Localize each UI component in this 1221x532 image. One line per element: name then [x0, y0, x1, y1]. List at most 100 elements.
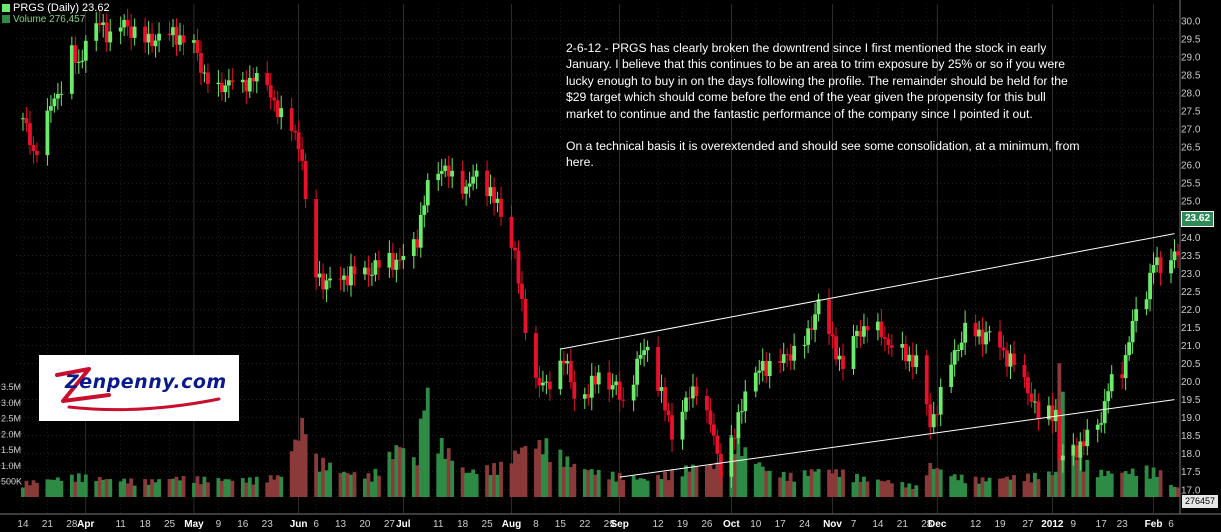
date-axis: 14 21 28 Apr 11 18 25 May 9 16 23 Jun 6 13 20 27 Jul 11 18… — [17, 519, 1174, 530]
chart-title: PRGS (Daily) 23.62 — [2, 2, 110, 14]
volume-bar — [275, 475, 280, 497]
volume-bar — [146, 484, 151, 497]
candle-body — [1109, 374, 1114, 392]
candle-body — [813, 314, 817, 330]
volume-bar — [589, 469, 594, 497]
candle-body — [181, 35, 186, 43]
candle-body — [436, 173, 441, 181]
price-tick-label: 17.0 — [1181, 485, 1201, 496]
candle-body — [516, 250, 521, 284]
candle-body — [492, 187, 496, 203]
candle-body — [377, 260, 381, 268]
volume-bar — [69, 474, 74, 497]
candle-body — [708, 410, 713, 425]
volume-bar — [596, 469, 601, 497]
price-tick-label: 19.0 — [1181, 413, 1201, 424]
price-tick-label: 22.5 — [1181, 287, 1201, 298]
volume-bar — [31, 480, 36, 497]
candle-body — [1074, 445, 1079, 458]
price-tick-label: 26.5 — [1181, 143, 1201, 154]
date-tick-label: 28 — [921, 519, 933, 530]
candle-body — [338, 278, 343, 280]
candle-body — [1095, 424, 1100, 430]
candle-body — [195, 40, 200, 54]
date-tick-label: Feb — [1145, 519, 1163, 530]
volume-bar — [317, 471, 322, 497]
volume-bar — [659, 479, 664, 497]
candle-body — [841, 355, 845, 369]
candle-body — [956, 350, 961, 352]
volume-bar — [265, 482, 270, 497]
volume-bar — [875, 479, 880, 497]
date-tick-label: Oct — [723, 519, 740, 530]
volume-bar — [425, 387, 430, 497]
volume-bar — [171, 478, 175, 497]
volume-bar — [492, 463, 496, 497]
price-tick-label: 29.5 — [1181, 34, 1201, 45]
candle-body — [882, 337, 887, 339]
candle-body — [199, 53, 203, 73]
volume-bar — [342, 471, 346, 497]
candle-body — [415, 239, 420, 248]
candle-body — [785, 354, 790, 356]
volume-bar — [963, 483, 968, 497]
candle-body — [52, 98, 57, 107]
candle-body — [886, 338, 891, 346]
date-tick-label: 19 — [994, 519, 1006, 530]
volume-bar — [132, 485, 137, 497]
candle-body — [963, 322, 968, 343]
volume-bar — [450, 460, 455, 497]
candle-body — [171, 27, 175, 36]
candle-body — [1123, 355, 1128, 379]
volume-bar — [1033, 472, 1037, 497]
candle-body — [251, 77, 256, 82]
candle-body — [275, 100, 280, 118]
volume-bar — [324, 470, 329, 497]
price-tick-label: 20.0 — [1181, 377, 1201, 388]
volume-bar — [181, 476, 186, 497]
candle-body — [69, 45, 74, 94]
candle-body — [303, 160, 308, 200]
candle-body — [984, 332, 988, 345]
candle-body — [300, 149, 305, 161]
volume-bar — [21, 487, 25, 497]
volume-bar — [48, 479, 53, 497]
volume-bar — [607, 479, 612, 497]
volume-bar — [1005, 476, 1009, 497]
candle-body — [471, 176, 476, 184]
date-tick-label: Dec — [928, 519, 947, 530]
price-tick-label: 27.0 — [1181, 125, 1201, 136]
candle-body — [743, 391, 748, 412]
candle-body — [342, 275, 346, 280]
candle-body — [401, 255, 406, 260]
volume-bar — [834, 469, 838, 497]
candle-body — [889, 345, 894, 348]
candle-body — [935, 414, 940, 416]
volume-bar — [718, 472, 723, 497]
date-tick-label: 29 — [604, 519, 616, 530]
volume-bar — [900, 482, 905, 497]
volume-bar — [279, 476, 284, 497]
date-tick-label: 16 — [237, 519, 249, 530]
candle-body — [122, 19, 127, 28]
volume-bar — [1158, 470, 1163, 497]
candle-body — [534, 333, 538, 378]
candle-body — [582, 394, 587, 399]
candle-body — [1085, 429, 1090, 447]
volume-bar — [520, 447, 524, 497]
volume-bar — [349, 474, 353, 497]
candle-body — [345, 275, 350, 286]
date-tick-label: 15 — [555, 519, 567, 530]
candle-body — [520, 283, 524, 299]
volume-bar — [422, 410, 427, 497]
volume-bar — [1144, 465, 1149, 497]
candle-body — [45, 110, 50, 156]
date-tick-label: 19 — [677, 519, 689, 530]
volume-bar — [855, 473, 859, 497]
volume-bar — [572, 463, 577, 497]
volume-bar — [83, 474, 88, 497]
volume-bar — [192, 482, 196, 497]
price-tick-label: 28.5 — [1181, 70, 1201, 81]
volume-bar — [411, 457, 416, 497]
